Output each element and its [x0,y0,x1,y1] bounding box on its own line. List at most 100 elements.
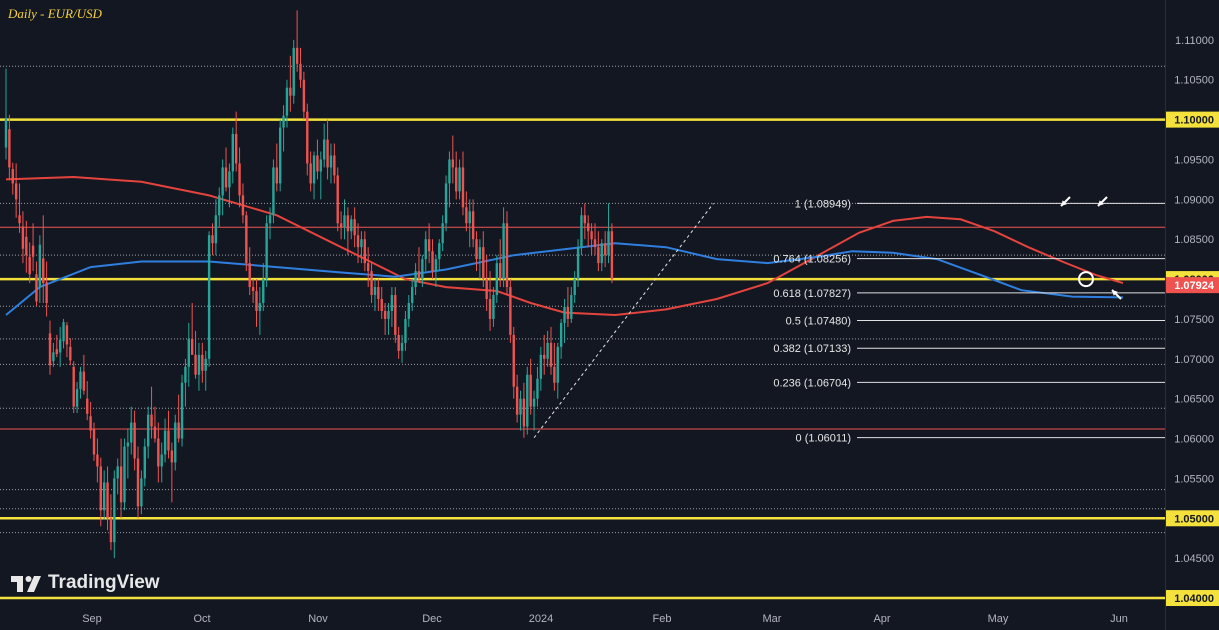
candle-27 [96,438,99,483]
time-tick-label-7: Apr [873,613,890,625]
candle-76 [262,263,265,311]
candle-125 [427,223,431,264]
candle-172 [587,215,590,248]
candle-body [438,243,441,260]
candle-body [546,342,549,359]
price-tick-label-4: 1.06000 [1174,434,1214,446]
time-tick-label-4: 2024 [529,613,553,625]
candle-body [184,366,187,383]
candle-21 [75,381,79,414]
candle-body [21,226,25,249]
candle-body [397,334,400,351]
candle-92 [316,139,319,180]
candle-body [143,446,146,479]
candle-86 [295,10,299,72]
candle-body [512,334,515,387]
candle-171 [583,203,587,240]
candle-body [197,354,201,375]
candle-120 [411,279,414,311]
candle-body [116,466,119,479]
candle-54 [187,322,190,387]
candle-body [157,438,160,467]
candle-body [4,118,8,148]
candle-body [72,366,75,407]
time-axis[interactable]: Sep Oct Nov Dec 2024 Feb Mar Apr May Jun [0,605,1165,630]
candle-body [238,163,241,196]
candle-body [407,303,411,319]
candle-72 [248,247,251,296]
candle-body [31,245,35,257]
candle-114 [390,287,394,327]
candlesticks [4,10,614,559]
candle-83 [285,79,289,128]
candle-body [529,374,532,407]
candle-body [126,442,130,447]
price-tick-label-6: 1.07000 [1174,354,1214,366]
candle-140 [478,239,482,280]
candle-3 [14,163,18,218]
candle-151 [515,374,519,423]
candle-body [380,299,383,311]
candle-body [350,219,353,232]
candle-body [258,303,262,311]
candle-body [526,374,529,427]
candle-29 [102,470,106,520]
candle-body [607,231,610,256]
candle-body [475,239,478,260]
candle-99 [339,211,343,240]
price-badge-0 [1166,590,1219,607]
fib-label-0: 1 (1.08949) [795,198,851,210]
candle-body [549,342,553,367]
candle-14 [52,342,55,367]
candle-122 [417,247,421,284]
candle-127 [434,255,438,288]
candle-95 [326,119,329,180]
price-axis[interactable]: 1.04000 1.04500 1.05000 1.05500 1.06000 1.065… [1165,0,1219,630]
candle-77 [265,215,268,288]
candle-22 [79,366,82,399]
candle-168 [573,271,576,303]
candle-body [451,159,455,168]
candle-body [383,310,387,319]
candle-137 [468,199,471,248]
candle-body [333,155,336,176]
candle-35 [123,438,126,511]
candle-body [285,87,289,116]
candle-32 [113,470,116,559]
candle-body [566,306,570,319]
arrow-icon [1097,196,1108,207]
candle-37 [130,406,133,455]
candle-body [522,398,526,427]
candle-44 [153,406,157,443]
candle-74 [255,279,258,327]
candle-body [363,239,367,264]
candle-66 [228,163,231,208]
candle-18 [65,322,69,358]
candle-body [597,247,600,264]
candle-160 [546,330,549,367]
candle-body [326,139,329,168]
candle-170 [580,207,583,256]
candle-body [306,111,309,164]
candle-4 [18,183,21,233]
candle-body [289,87,292,96]
candle-112 [383,303,387,335]
candle-157 [536,366,539,407]
price-tick-label-11: 1.09500 [1174,154,1214,166]
candle-6 [25,220,28,273]
candle-11 [42,215,45,303]
candle-body [603,243,607,256]
candle-body [119,466,123,503]
candle-body [610,231,614,280]
last-price-badge [1166,277,1219,294]
candle-67 [231,127,234,184]
candle-43 [150,386,153,439]
candle-body [180,382,184,439]
candle-body [482,247,485,280]
candle-0 [4,68,8,160]
candle-body [302,79,306,112]
candle-60 [207,231,211,367]
candle-9 [35,261,38,307]
fib-trend-line [533,203,714,439]
